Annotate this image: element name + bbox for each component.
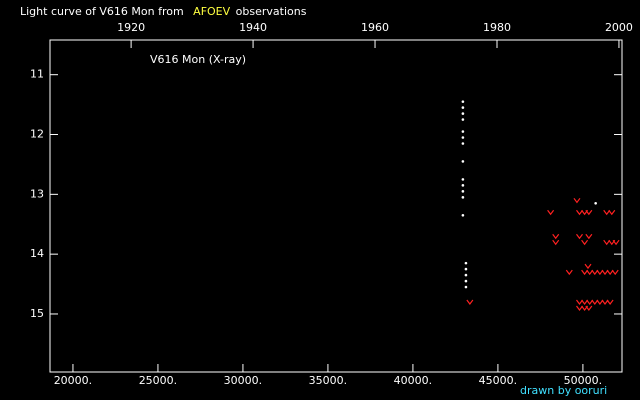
upper-limit: [596, 299, 604, 306]
upper-limit: [586, 269, 594, 276]
x-tick-label: 45000.: [479, 374, 518, 387]
observation: [461, 136, 465, 139]
upper-limit: [596, 269, 604, 276]
observation: [464, 273, 468, 277]
title-source: AFOEV: [193, 5, 230, 18]
y-tick-label: 15: [30, 307, 44, 320]
observation: [461, 118, 465, 121]
upper-limit: [576, 305, 583, 311]
observation: [461, 213, 465, 217]
upper-limit: [552, 233, 560, 240]
upper-limit: [591, 299, 599, 306]
x-tick-label: 30000.: [224, 374, 263, 387]
upper-limit: [585, 209, 593, 216]
observation: [461, 190, 465, 193]
upper-limit: [606, 269, 614, 276]
plot-frame: [49, 39, 623, 373]
observation: [461, 100, 465, 103]
upper-limit: [591, 269, 599, 276]
upper-limit: [601, 299, 609, 306]
upper-limit: [603, 209, 611, 216]
y-tick-label: 14: [30, 247, 44, 260]
observation: [461, 142, 465, 145]
y-tick-label: 13: [30, 187, 44, 200]
upper-limit: [611, 269, 619, 276]
x-tick-label: 25000.: [139, 374, 178, 387]
top-tick-label: 1940: [239, 21, 267, 34]
y-tick-label: 11: [30, 68, 44, 81]
upper-limit: [586, 299, 594, 306]
upper-limit: [608, 209, 616, 216]
upper-limit: [466, 299, 474, 306]
observation: [461, 184, 465, 187]
upper-limit: [547, 209, 555, 216]
observation: [461, 130, 465, 133]
upper-limit: [606, 299, 614, 306]
upper-limit: [565, 269, 573, 276]
chart-title: Light curve of V616 Mon from AFOEV obser…: [20, 5, 307, 18]
upper-limit: [573, 197, 581, 204]
upper-limit: [585, 305, 593, 311]
y-tick-label: 12: [30, 128, 44, 141]
upper-limit: [581, 239, 589, 246]
observation: [594, 202, 597, 205]
observation: [461, 106, 465, 109]
observation: [461, 178, 465, 181]
upper-limit: [603, 239, 611, 246]
upper-limit: [576, 299, 583, 306]
x-tick-label: 35000.: [309, 374, 348, 387]
observation: [464, 267, 468, 271]
upper-limit: [612, 239, 620, 246]
x-tick-label: 40000.: [394, 374, 433, 387]
observation: [464, 279, 468, 283]
top-tick-label: 2000: [605, 21, 633, 34]
credit: drawn by ooruri: [520, 384, 607, 397]
upper-limit: [585, 233, 593, 240]
upper-limit: [576, 233, 583, 240]
object-label: V616 Mon (X-ray): [150, 53, 246, 66]
observation: [461, 196, 465, 199]
observation: [464, 261, 468, 265]
upper-limit: [552, 239, 560, 246]
observation: [461, 160, 465, 163]
x-tick-label: 20000.: [54, 374, 93, 387]
x-tick-label: 50000.: [564, 374, 603, 387]
upper-limit: [601, 269, 609, 276]
upper-limit: [576, 209, 583, 216]
upper-limit: [584, 263, 592, 270]
title-suffix: observations: [236, 5, 307, 18]
top-tick-label: 1960: [361, 21, 389, 34]
observation: [464, 285, 468, 289]
upper-limit: [581, 299, 589, 306]
top-tick-label: 1980: [483, 21, 511, 34]
top-tick-label: 1920: [117, 21, 145, 34]
title-prefix: Light curve of V616 Mon from: [20, 5, 184, 18]
upper-limit: [581, 269, 589, 276]
observation: [461, 112, 465, 115]
